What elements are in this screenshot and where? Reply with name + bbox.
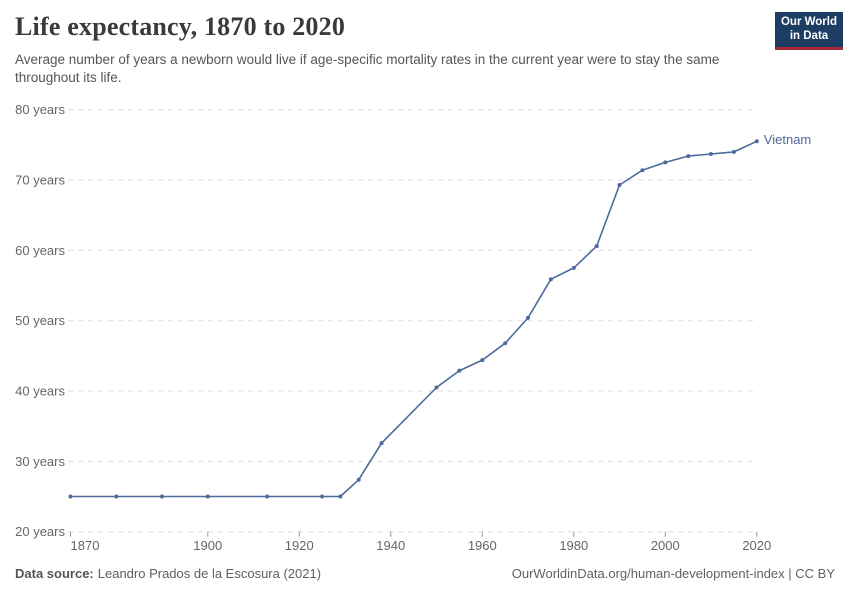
x-axis-label: 2000 [651,538,680,553]
y-axis-label: 50 years [15,313,65,328]
owid-logo-line1: Our World [780,16,837,28]
x-axis-label: 1900 [193,538,222,553]
x-axis-label: 1940 [376,538,405,553]
x-axis-label: 1980 [559,538,588,553]
owid-logo[interactable]: Our World in Data [775,12,843,50]
data-point [640,168,645,173]
series-line-vietnam [70,140,758,498]
data-point [754,139,759,144]
data-point [663,160,668,165]
y-axis-label: 60 years [15,243,65,258]
data-point [457,368,462,373]
data-point [480,358,485,363]
x-axis-label: 1920 [285,538,314,553]
data-point [594,244,599,249]
data-point [548,277,553,282]
chart-subtitle: Average number of years a newborn would … [15,52,720,85]
data-point [686,154,691,159]
data-point [709,152,713,156]
data-point [617,183,622,187]
y-axis-label: 40 years [15,384,65,399]
owid-logo-line2: in Data [789,30,829,42]
chart-footer: Data source: Leandro Prados de la Escosur… [15,566,835,581]
data-source-label: Data source: [15,566,94,581]
y-axis-label: 80 years [15,102,65,117]
data-point [205,494,210,499]
data-point [434,385,439,390]
y-axis-label: 30 years [15,454,65,469]
x-axis-label: 1870 [71,538,100,553]
data-source-note: Data source: Leandro Prados de la Escosur… [15,566,321,581]
data-point [68,494,73,499]
y-axis-label: 70 years [15,173,65,188]
x-axis-label: 1960 [468,538,497,553]
x-axis-label: 2020 [742,538,771,553]
data-point [265,494,270,499]
data-point [526,315,530,320]
series-label-vietnam: Vietnam [763,132,812,148]
data-point [160,494,164,499]
data-point [571,265,576,270]
credit-link[interactable]: OurWorldinData.org/human-development-ind… [511,566,835,581]
data-point [379,441,384,446]
data-source-value: Leandro Prados de la Escosura (2021) [97,566,322,581]
data-point [338,494,343,499]
data-point [731,149,736,154]
chart-header: Life expectancy, 1870 to 2020 Average nu… [15,12,760,87]
data-point [320,494,325,499]
data-point [356,477,361,482]
y-axis-label: 20 years [15,524,65,539]
data-point [503,341,508,346]
data-point [114,494,119,499]
page-title: Life expectancy, 1870 to 2020 [15,12,346,41]
